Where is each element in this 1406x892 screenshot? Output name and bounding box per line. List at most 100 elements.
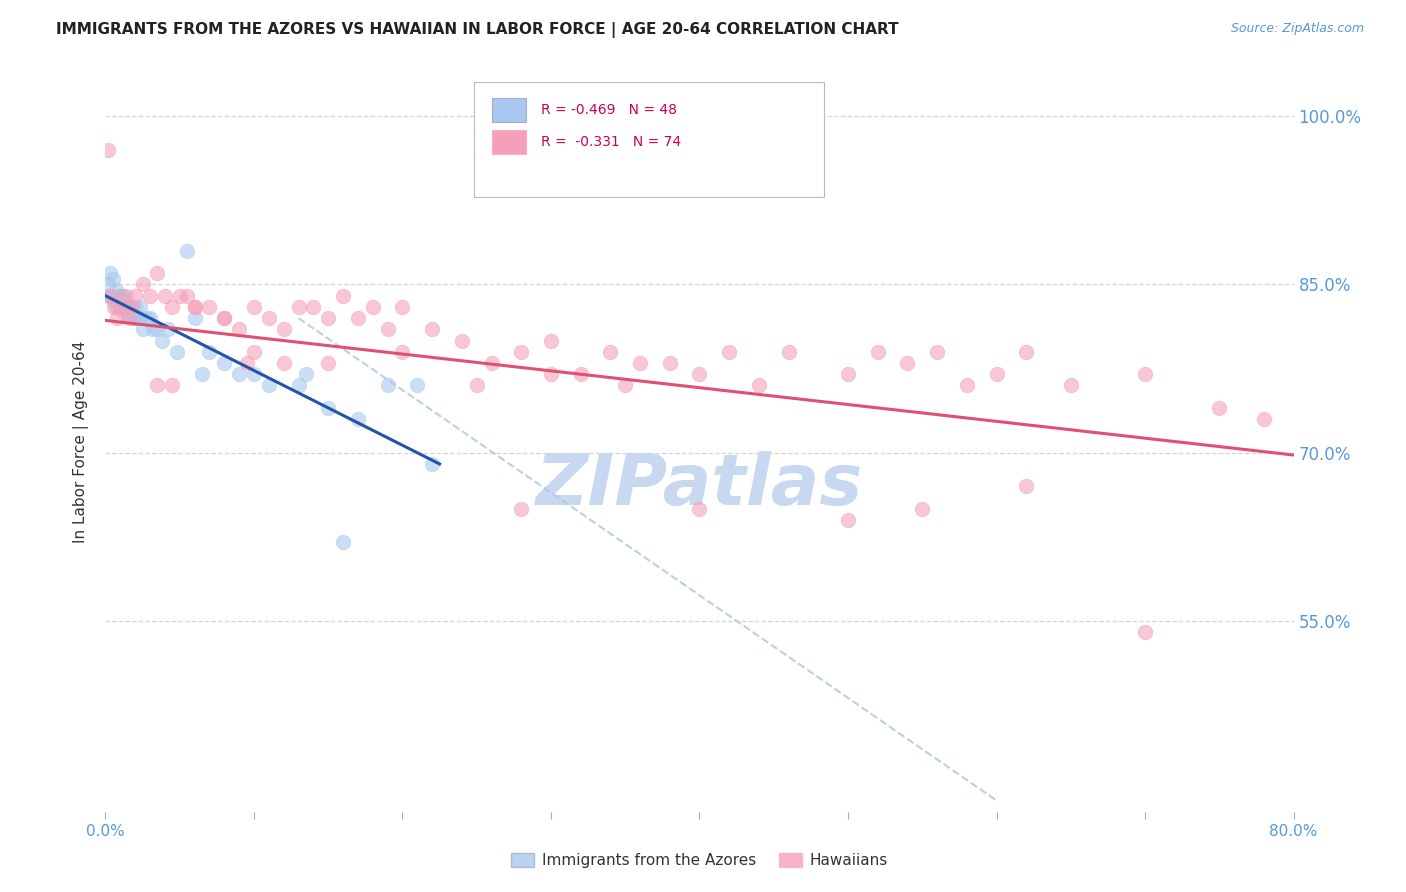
Point [146, 266, 169, 280]
Point [105, 311, 128, 326]
Point [100, 289, 122, 303]
Text: IMMIGRANTS FROM THE AZORES VS HAWAIIAN IN LABOR FORCE | AGE 20-64 CORRELATION CH: IMMIGRANTS FROM THE AZORES VS HAWAIIAN I… [56, 22, 898, 38]
Point [117, 305, 139, 319]
Point [97, 143, 120, 157]
Point [243, 344, 266, 359]
Point [139, 289, 162, 303]
Point [450, 334, 472, 348]
Point [124, 289, 146, 303]
Point [127, 311, 149, 326]
Point [142, 322, 165, 336]
Point [98, 266, 121, 280]
Point [156, 322, 179, 336]
Point [162, 300, 184, 314]
Point [243, 300, 266, 314]
Point [103, 300, 125, 314]
Point [183, 311, 205, 326]
Point [169, 289, 191, 303]
Point [986, 368, 1008, 382]
Point [1133, 368, 1156, 382]
Point [377, 378, 399, 392]
Point [235, 356, 257, 370]
Point [614, 378, 637, 392]
Point [361, 300, 384, 314]
Point [131, 277, 153, 292]
Point [540, 334, 562, 348]
Point [718, 344, 741, 359]
Point [124, 300, 146, 314]
Point [1015, 344, 1038, 359]
Point [658, 356, 681, 370]
Point [183, 300, 205, 314]
Point [302, 300, 325, 314]
Point [139, 311, 162, 326]
Point [257, 311, 280, 326]
Point [111, 300, 134, 314]
Point [97, 277, 120, 292]
Point [510, 501, 533, 516]
Point [108, 289, 131, 303]
Point [112, 289, 135, 303]
Point [332, 289, 354, 303]
Point [628, 356, 651, 370]
Point [198, 300, 221, 314]
FancyBboxPatch shape [492, 98, 526, 121]
Point [391, 344, 413, 359]
Legend: Immigrants from the Azores, Hawaiians: Immigrants from the Azores, Hawaiians [505, 847, 894, 874]
Point [176, 289, 198, 303]
Point [287, 378, 309, 392]
Point [114, 305, 136, 319]
Point [122, 311, 145, 326]
Point [599, 344, 621, 359]
Point [1015, 479, 1038, 493]
Point [129, 311, 152, 326]
Point [105, 300, 128, 314]
Point [118, 311, 141, 326]
Point [121, 300, 143, 314]
Point [927, 344, 949, 359]
Point [120, 300, 142, 314]
Point [115, 289, 138, 303]
Point [377, 322, 399, 336]
Point [956, 378, 979, 392]
Point [1133, 625, 1156, 640]
Point [136, 311, 159, 326]
Point [569, 368, 592, 382]
Point [153, 289, 176, 303]
Point [347, 311, 370, 326]
Text: R = -0.469   N = 48: R = -0.469 N = 48 [541, 103, 678, 117]
Text: R =  -0.331   N = 74: R = -0.331 N = 74 [541, 135, 682, 149]
Point [104, 283, 127, 297]
Point [162, 378, 184, 392]
Point [125, 311, 148, 326]
Point [100, 289, 122, 303]
Point [101, 272, 124, 286]
Point [316, 356, 339, 370]
Y-axis label: In Labor Force | Age 20-64: In Labor Force | Age 20-64 [73, 341, 90, 542]
Point [214, 311, 236, 326]
Point [214, 356, 236, 370]
Point [257, 378, 280, 392]
Point [837, 513, 859, 527]
Point [115, 300, 138, 314]
Point [146, 322, 169, 336]
Point [110, 289, 132, 303]
Text: Source: ZipAtlas.com: Source: ZipAtlas.com [1230, 22, 1364, 36]
Point [243, 368, 266, 382]
FancyBboxPatch shape [474, 82, 824, 197]
Point [391, 300, 413, 314]
Point [689, 501, 711, 516]
Point [837, 368, 859, 382]
Point [103, 294, 125, 309]
Point [748, 378, 770, 392]
Point [406, 378, 429, 392]
Point [214, 311, 236, 326]
Point [1060, 378, 1083, 392]
Point [273, 322, 295, 336]
Point [295, 368, 318, 382]
Point [131, 322, 153, 336]
Point [287, 300, 309, 314]
Point [332, 535, 354, 549]
Point [121, 300, 143, 314]
Point [778, 344, 800, 359]
